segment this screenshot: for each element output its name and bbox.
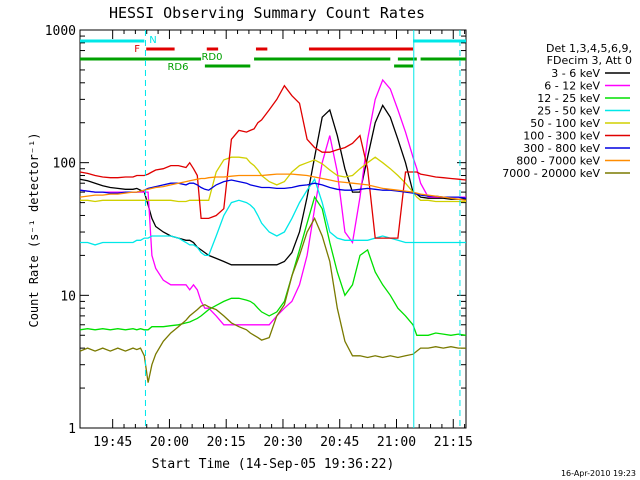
legend-header-line-1: Det 1,3,4,5,6,9, [546,42,632,55]
legend-label: 25 - 50 keV [537,105,600,118]
legend-label: 800 - 7000 keV [516,155,600,168]
x-tick-label: 20:30 [263,435,302,450]
plot-frame [79,29,467,429]
legend-label: 50 - 100 keV [530,117,600,130]
flag-label-rd0: RD0 [201,52,222,63]
legend-label: 6 - 12 keV [544,80,600,93]
flag-label-rd6: RD6 [167,62,188,73]
x-tick-label: 21:00 [377,435,416,450]
generation-timestamp: 16-Apr-2010 19:23 [561,469,636,478]
legend-header-line-2: FDecim 3, Att 0 [547,54,632,67]
legend-label: 12 - 25 keV [537,92,600,105]
y-tick-label: 10 [60,289,76,304]
legend-label: 300 - 800 keV [523,142,600,155]
x-tick-label: 20:15 [207,435,246,450]
x-tick-label: 20:45 [320,435,359,450]
y-tick-label: 1000 [45,24,76,39]
legend-label: 7000 - 20000 keV [502,167,600,180]
y-tick-label: 100 [53,157,76,172]
y-axis-label: Count Rate (s⁻¹ detector⁻¹) [27,132,41,327]
series-800-7000-kev [79,173,467,201]
series-6-12-kev [79,78,466,326]
chart-title: HESSI Observing Summary Count Rates [109,4,425,22]
y-tick-label: 1 [68,422,76,437]
legend-label: 3 - 6 keV [551,67,600,80]
series-7000-20000-kev [79,216,466,383]
series-50-100-kev [80,156,466,203]
flag-label-n: N [149,35,156,46]
legend-label: 100 - 300 keV [523,130,600,143]
x-tick-label: 19:45 [93,435,132,450]
x-tick-label: 21:15 [434,435,473,450]
x-axis-label: Start Time (14-Sep-05 19:36:22) [152,457,395,472]
flag-label-f: F [134,44,140,55]
series-100-300-kev [79,84,467,239]
x-tick-label: 20:00 [150,435,189,450]
series-25-50-kev [80,177,466,257]
series-12-25-kev [79,195,467,336]
